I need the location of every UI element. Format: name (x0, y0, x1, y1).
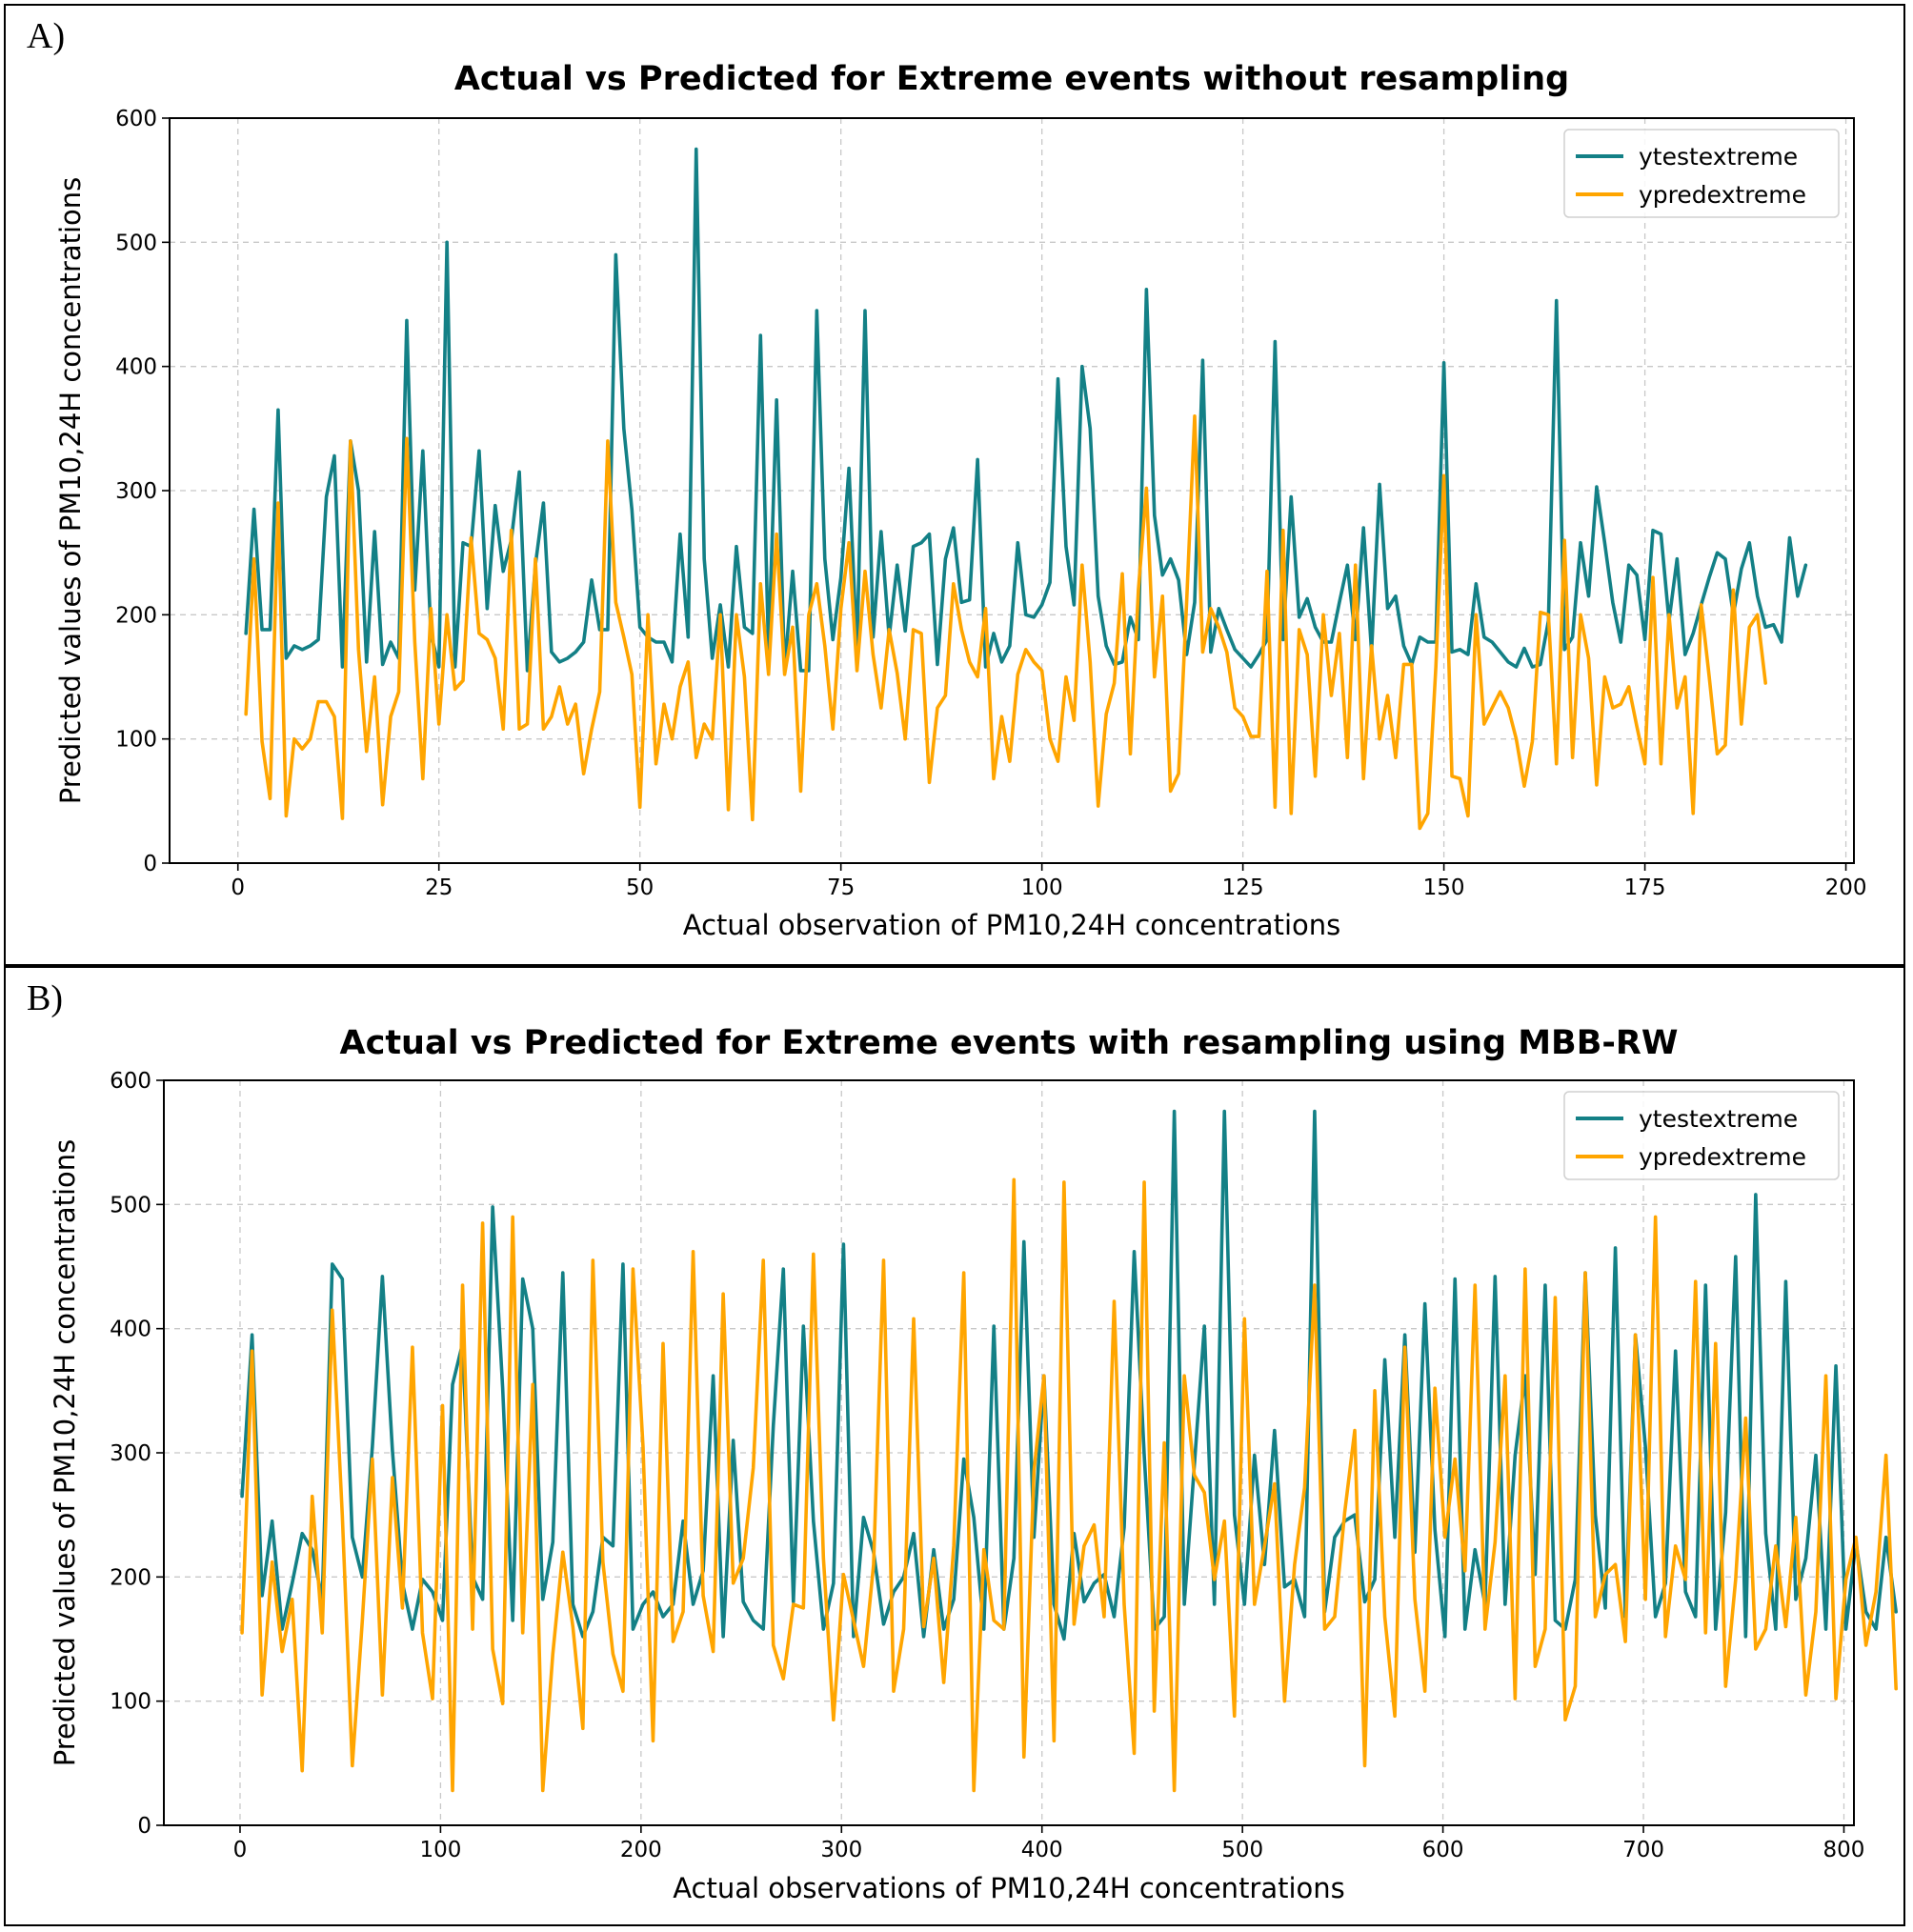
panel-b: B) 0 100 200 300 400 500 600 700 800 0 100 200 300 40… (4, 966, 1905, 1926)
x-tick-label: 75 (827, 875, 855, 900)
x-tick-label: 100 (1021, 875, 1063, 900)
x-tick-label: 175 (1624, 875, 1666, 900)
x-tick-label: 700 (1622, 1838, 1664, 1862)
x-tick-label: 25 (425, 875, 453, 900)
y-tick-label: 400 (110, 1318, 151, 1342)
x-tick-label: 200 (620, 1838, 662, 1862)
y-axis-label: Predicted values of PM10,24H concentrati… (54, 177, 87, 805)
y-tick-label: 600 (110, 1069, 151, 1094)
legend: ytestextreme ypredextreme (1563, 129, 1840, 218)
y-tick-label: 300 (110, 1441, 151, 1466)
y-tick-label: 500 (110, 1193, 151, 1218)
y-tick-label: 600 (115, 107, 157, 131)
y-tick-label: 0 (137, 1814, 151, 1839)
y-tick-label: 300 (115, 479, 157, 504)
x-tick-label: 400 (1021, 1838, 1063, 1862)
legend-label-ytestextreme: ytestextreme (1639, 143, 1798, 171)
y-tick-label: 0 (143, 852, 157, 876)
chart-a: 0 25 50 75 100 125 150 175 200 0 100 200 300 400 500 60… (54, 60, 1867, 941)
chart-title: Actual vs Predicted for Extreme events w… (454, 60, 1569, 98)
series-line-ypredextreme (244, 413, 1767, 831)
y-tick-label: 400 (115, 355, 157, 380)
x-tick-label: 125 (1222, 875, 1264, 900)
x-tick-label: 800 (1823, 1838, 1865, 1862)
x-tick-label: 300 (820, 1838, 862, 1862)
panel-label-a: A) (27, 16, 66, 56)
x-tick-label: 200 (1825, 875, 1867, 900)
x-tick-label: 0 (231, 875, 245, 900)
x-tick-label: 150 (1423, 875, 1465, 900)
panel-label-b: B) (27, 978, 63, 1018)
legend-label-ypredextreme: ypredextreme (1639, 1143, 1806, 1171)
legend: ytestextreme ypredextreme (1563, 1091, 1840, 1180)
x-tick-label: 100 (419, 1838, 461, 1862)
x-axis-label: Actual observations of PM10,24H concentr… (673, 1872, 1345, 1904)
chart-title: Actual vs Predicted for Extreme events w… (339, 1024, 1678, 1062)
legend-label-ypredextreme: ypredextreme (1639, 181, 1806, 209)
y-axis-label: Predicted values of PM10,24H concentrati… (49, 1139, 81, 1767)
panel-a: A) 0 25 50 75 100 125 150 175 200 0 100 200 300 400 50… (4, 4, 1905, 966)
series-line-ypredextreme (240, 1177, 1898, 1793)
y-tick-label: 500 (115, 231, 157, 255)
legend-box (1563, 129, 1840, 218)
legend-box (1563, 1091, 1840, 1180)
x-tick-label: 0 (233, 1838, 248, 1862)
y-tick-label: 200 (110, 1565, 151, 1590)
x-axis-label: Actual observation of PM10,24H concentra… (683, 909, 1340, 941)
series-line-ytestextreme (244, 147, 1808, 673)
x-tick-label: 50 (626, 875, 654, 900)
x-tick-label: 600 (1422, 1838, 1464, 1862)
y-tick-label: 100 (115, 728, 157, 753)
y-tick-label: 100 (110, 1690, 151, 1715)
chart-b: 0 100 200 300 400 500 600 700 800 0 100 200 300 400 50… (49, 1024, 1898, 1904)
legend-label-ytestextreme: ytestextreme (1639, 1105, 1798, 1133)
x-tick-label: 500 (1221, 1838, 1263, 1862)
y-tick-label: 200 (115, 603, 157, 628)
